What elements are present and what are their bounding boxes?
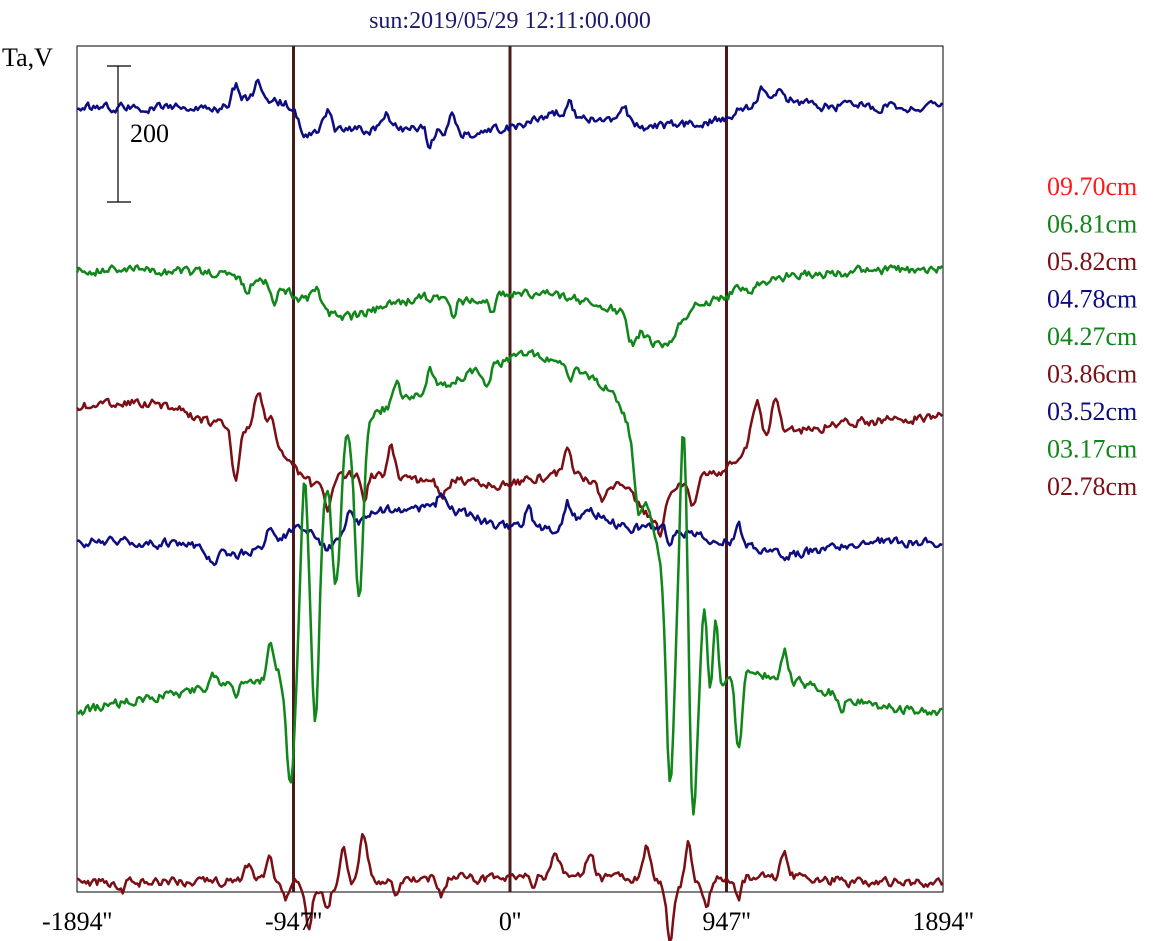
scale-bar-label: 200 bbox=[130, 119, 169, 148]
series-line-03-52cm bbox=[76, 492, 943, 567]
series-line-03-17cm bbox=[76, 349, 943, 816]
x-tick-label: 1894'' bbox=[912, 907, 973, 936]
x-tick-label: -947'' bbox=[265, 907, 322, 936]
legend-entry: 03.17cm bbox=[1047, 435, 1137, 464]
legend-entry: 03.86cm bbox=[1047, 360, 1137, 389]
series-layer bbox=[75, 78, 944, 941]
y-axis-label: Ta,V bbox=[2, 43, 53, 72]
legend-entry: 06.81cm bbox=[1047, 210, 1137, 239]
vertical-markers bbox=[292, 46, 728, 892]
x-tick-label: 947'' bbox=[702, 907, 750, 936]
chart-title: sun:2019/05/29 12:11:00.000 bbox=[369, 8, 651, 34]
legend-entry: 03.52cm bbox=[1047, 397, 1137, 426]
series-line-02-78cm bbox=[76, 832, 944, 941]
legend-entry: 04.27cm bbox=[1047, 322, 1137, 351]
series-line-03-86cm bbox=[76, 392, 944, 538]
x-tick-labels: -1894'' -947'' 0'' 947'' 1894'' bbox=[42, 907, 974, 936]
scale-bar: 200 bbox=[107, 65, 169, 203]
legend-entry: 05.82cm bbox=[1047, 247, 1137, 276]
legend-entry: 09.70cm bbox=[1047, 172, 1137, 201]
legend-entry: 02.78cm bbox=[1047, 472, 1137, 501]
legend-entry: 04.78cm bbox=[1047, 285, 1137, 314]
series-line-04-27cm bbox=[75, 264, 944, 349]
series-line-04-78cm bbox=[76, 78, 944, 150]
x-tick-label: 0'' bbox=[499, 907, 521, 936]
x-tick-label: -1894'' bbox=[42, 907, 112, 936]
legend: 09.70cm 06.81cm 05.82cm 04.78cm 04.27cm 03.86… bbox=[1047, 172, 1137, 501]
